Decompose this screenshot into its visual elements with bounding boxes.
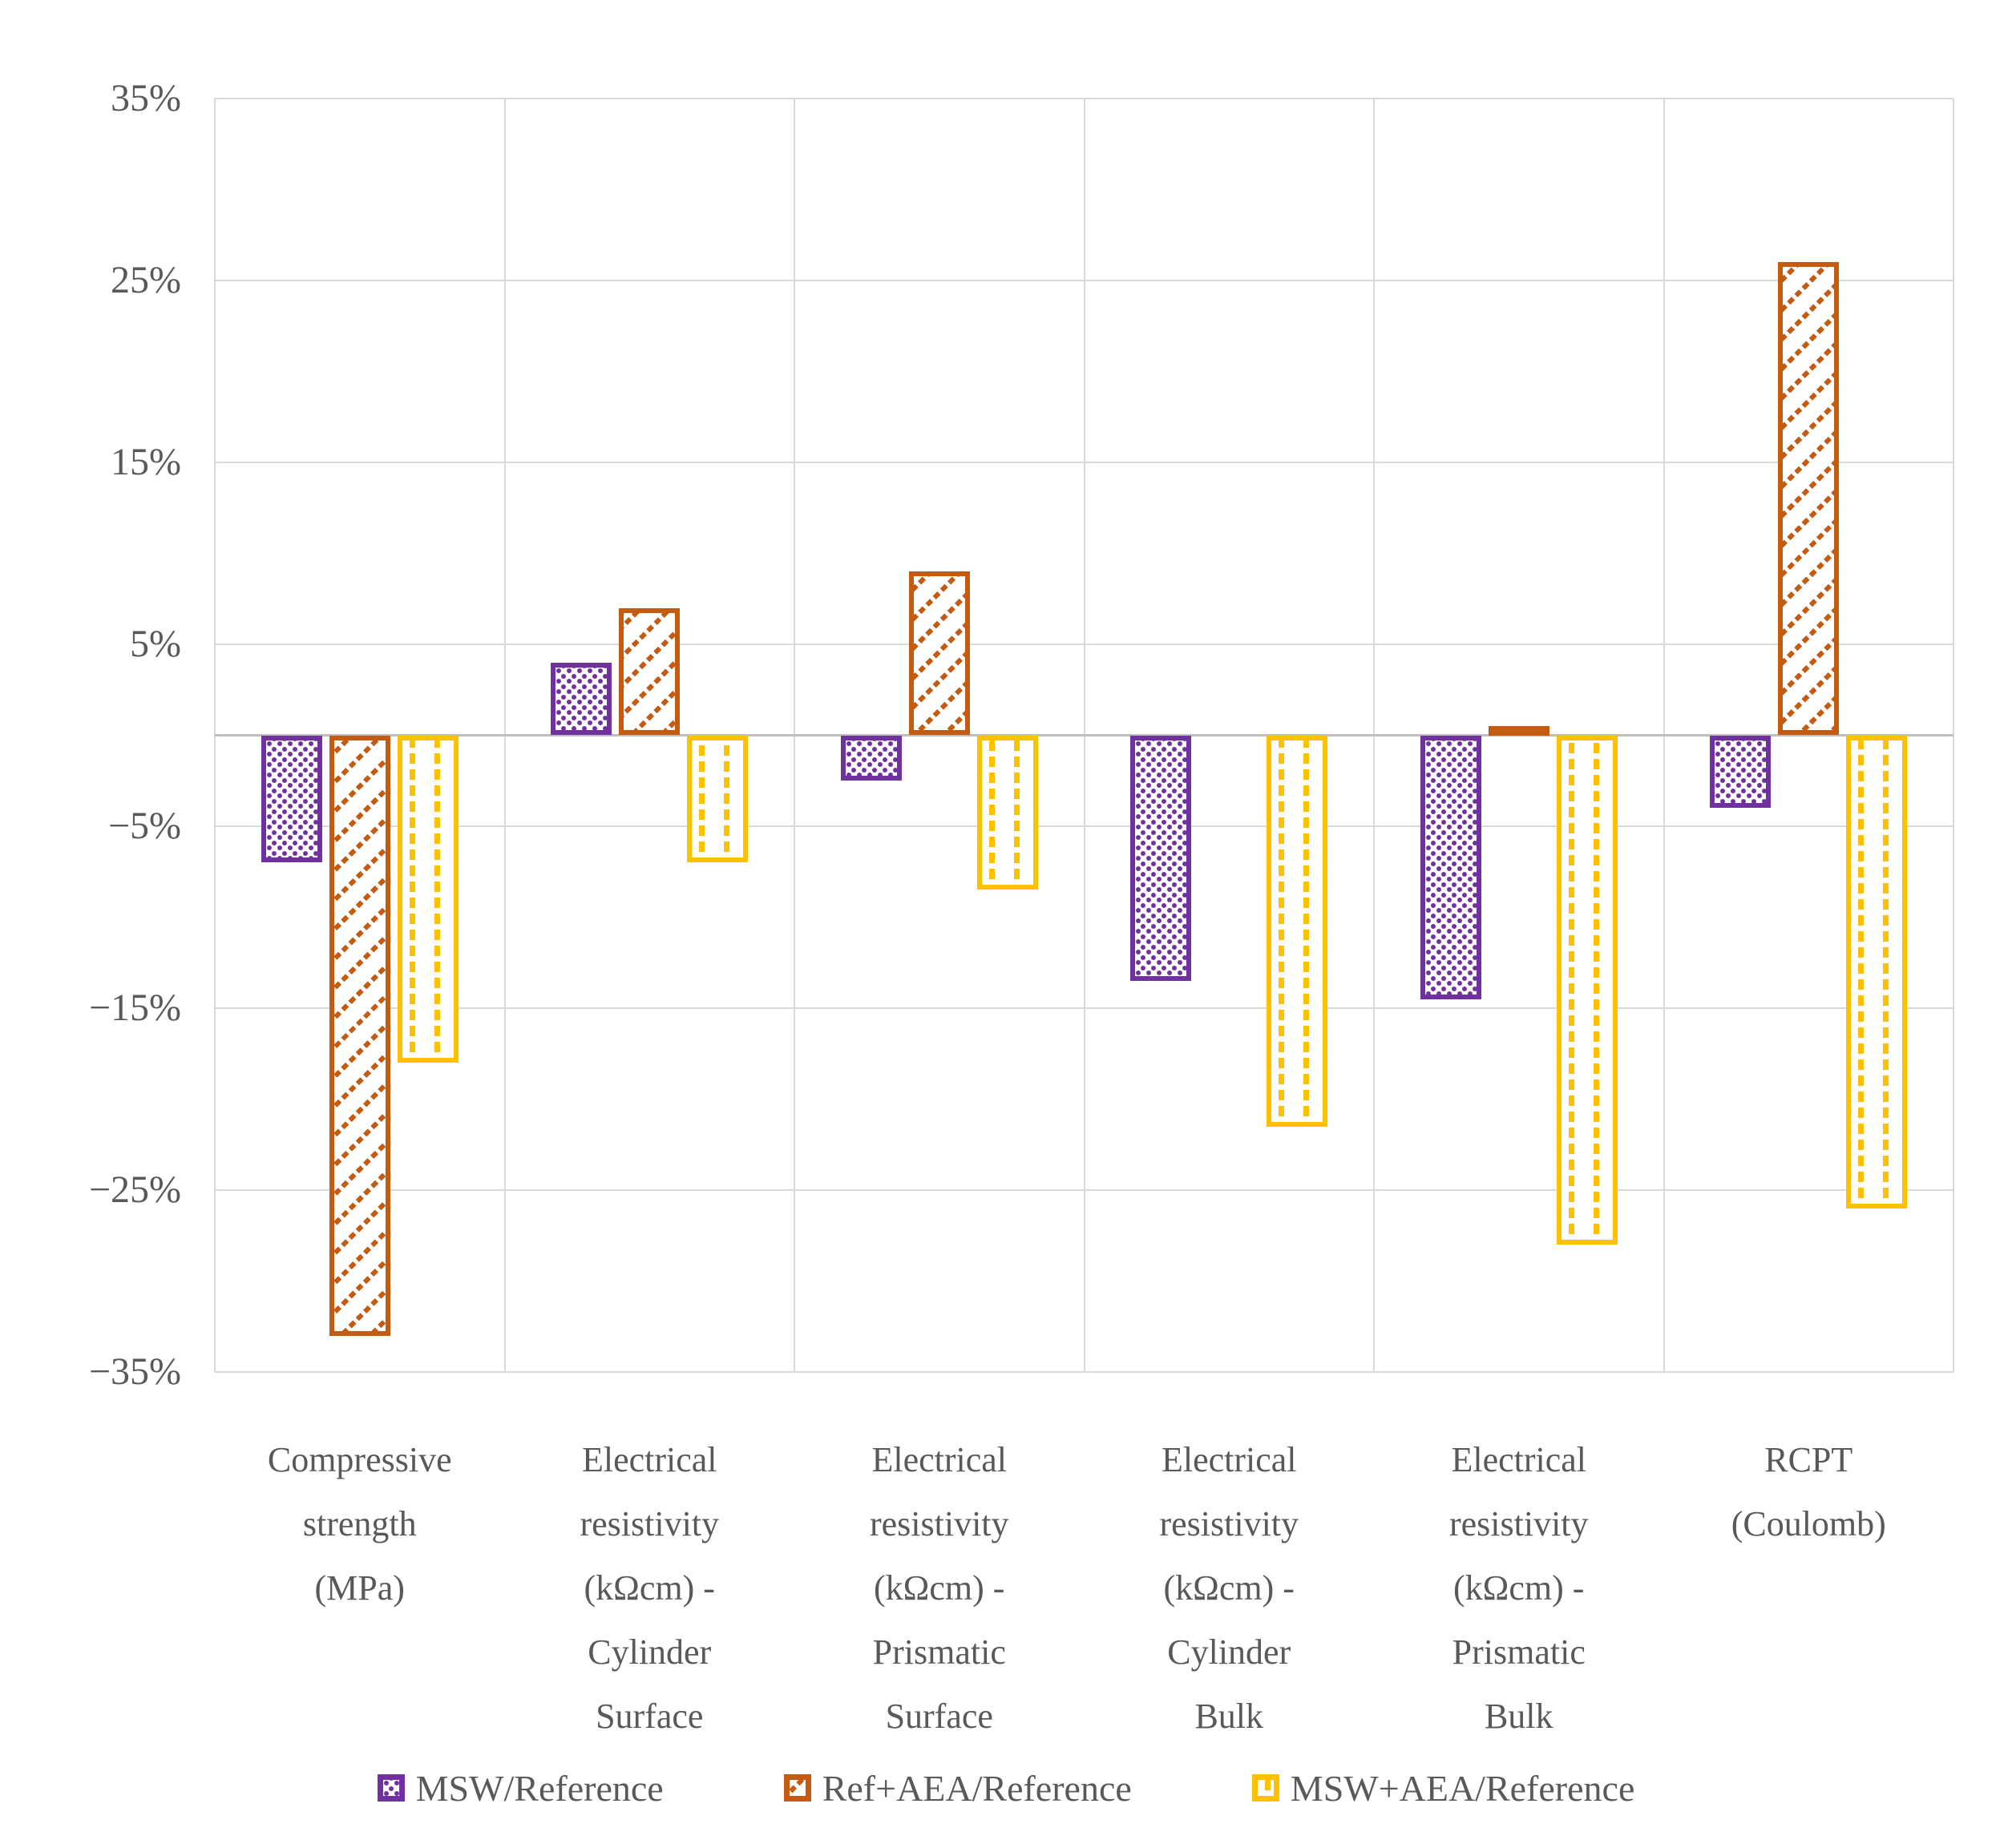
- legend-marker: [1251, 1774, 1279, 1802]
- bar-ref-aea-cat5: [1778, 262, 1840, 736]
- bar-msw-cat1: [551, 662, 612, 736]
- legend-label: Ref+AEA/Reference: [822, 1767, 1132, 1809]
- legend-item: MSW+AEA/Reference: [1251, 1767, 1635, 1810]
- bar-ref-aea-cat1: [619, 607, 681, 736]
- category-label: Electrical resistivity (kΩcm) - Cylinder…: [580, 1440, 720, 1736]
- legend-label: MSW/Reference: [415, 1767, 664, 1809]
- y-tick-label: −15%: [88, 987, 181, 1029]
- bar-ref-aea-cat0: [329, 735, 390, 1336]
- category-label: Electrical resistivity (kΩcm) - Prismati…: [869, 1440, 1009, 1736]
- bar-msw-aea-cat2: [976, 735, 1038, 890]
- legend: MSW/Reference Ref+AEA/Reference MSW+AEA/Re…: [0, 1760, 2012, 1816]
- v-gridline: [1953, 99, 1954, 1372]
- y-tick-label: −5%: [107, 805, 181, 847]
- y-tick-label: −35%: [88, 1350, 181, 1393]
- h-gridline: [215, 1371, 1953, 1373]
- bar-ref-aea-cat4: [1488, 726, 1549, 736]
- legend-label: MSW+AEA/Reference: [1290, 1767, 1635, 1809]
- category-label: RCPT (Coulomb): [1731, 1440, 1886, 1543]
- bar-msw-aea-cat1: [687, 735, 749, 863]
- plot-area: [214, 98, 1954, 1373]
- legend-marker: [377, 1774, 405, 1802]
- bar-msw-cat2: [840, 735, 902, 781]
- bar-msw-cat3: [1130, 735, 1192, 981]
- bar-msw-cat0: [261, 735, 322, 863]
- bar-ref-aea-cat2: [908, 571, 970, 736]
- category-label: Electrical resistivity (kΩcm) - Cylinder…: [1159, 1440, 1299, 1736]
- bar-msw-aea-cat4: [1556, 735, 1618, 1245]
- legend-marker: [783, 1774, 811, 1802]
- bar-msw-aea-cat5: [1846, 735, 1908, 1208]
- bar-msw-cat5: [1710, 735, 1772, 809]
- y-tick-label: 25%: [111, 259, 181, 301]
- y-tick-label: 15%: [111, 441, 181, 483]
- zero-line: [215, 734, 1953, 736]
- y-tick-label: 35%: [111, 77, 181, 119]
- bar-msw-aea-cat3: [1267, 735, 1328, 1127]
- category-label: Electrical resistivity (kΩcm) - Prismati…: [1448, 1440, 1589, 1736]
- y-tick-label: 5%: [130, 623, 181, 665]
- legend-item: MSW/Reference: [377, 1767, 664, 1810]
- y-tick-label: −25%: [88, 1168, 181, 1211]
- bar-msw-cat4: [1420, 735, 1481, 999]
- legend-item: Ref+AEA/Reference: [783, 1767, 1132, 1810]
- bar-msw-aea-cat0: [397, 735, 459, 1063]
- category-label: Compressive strength (MPa): [267, 1440, 452, 1608]
